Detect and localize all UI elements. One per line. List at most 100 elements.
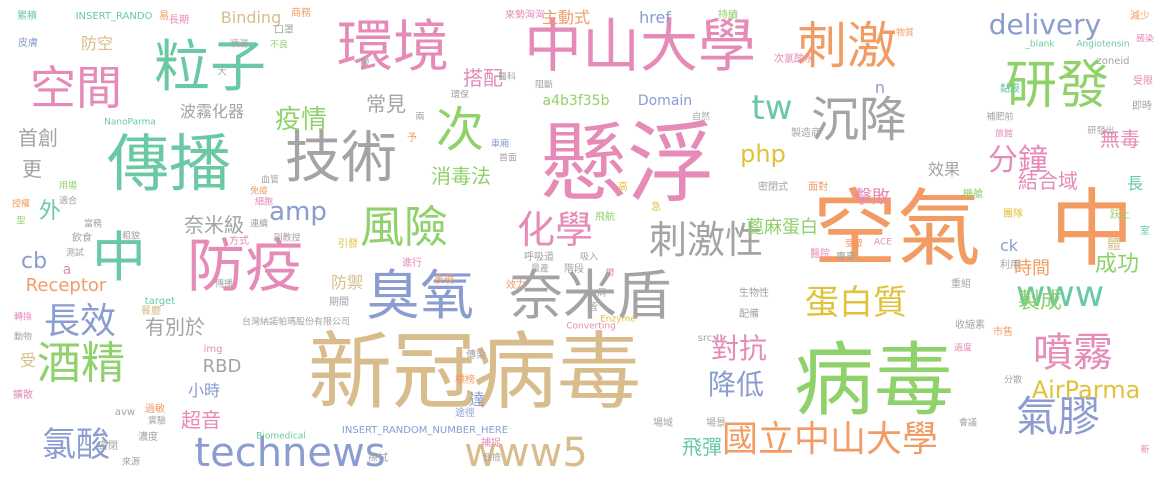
word-cloud-word: 實驗 xyxy=(147,416,167,427)
word-cloud-word: 減少 xyxy=(1130,11,1150,22)
word-cloud-word: 收縮素 xyxy=(955,320,985,331)
word-cloud-word: 長 xyxy=(1126,174,1144,193)
word-cloud-word: 跃上 xyxy=(1110,210,1130,221)
word-cloud-word: 適合 xyxy=(58,196,78,207)
word-cloud-word: ACE xyxy=(874,237,892,248)
word-cloud-word: 予 xyxy=(407,133,417,144)
word-cloud-word: 次氯酸水 xyxy=(774,54,814,65)
word-cloud-word: 傳播 xyxy=(214,279,234,290)
word-cloud-word: 醫院 xyxy=(810,249,830,260)
word-cloud-word: 化學 xyxy=(516,208,594,252)
word-cloud-word: 配備 xyxy=(739,309,759,320)
word-cloud-word: target xyxy=(144,296,176,307)
word-cloud-word: 時間 xyxy=(1014,258,1050,279)
word-cloud-word: Angiotensin xyxy=(1076,39,1130,50)
word-cloud-word: 帶 xyxy=(605,268,615,279)
word-cloud-word: 超音 xyxy=(181,408,221,432)
word-cloud-word: 外 xyxy=(38,199,62,224)
word-cloud-word: INSERT_RANDOM_NUMBER_HERE xyxy=(341,425,509,436)
word-cloud-word: 新 xyxy=(1140,445,1150,456)
word-cloud-word: 面對 xyxy=(808,182,828,193)
word-cloud-word: 飲食 xyxy=(72,233,92,244)
word-cloud-word: 長效 xyxy=(43,301,117,342)
word-cloud-word: 中山大學 xyxy=(523,12,757,80)
word-cloud-word: NanoParma xyxy=(104,117,156,128)
word-cloud-word: img xyxy=(203,344,223,355)
word-cloud-word: 商務 xyxy=(291,8,311,19)
word-cloud-word: 新冠 xyxy=(307,323,477,421)
word-cloud-word: avw xyxy=(114,407,136,418)
word-cloud-word: 分散 xyxy=(1003,375,1023,386)
word-cloud-word: 當務 xyxy=(83,219,103,230)
word-cloud-word: 主動式 xyxy=(541,8,591,27)
word-cloud-word: 受限 xyxy=(1133,76,1153,87)
word-cloud-word: Domain xyxy=(637,93,693,109)
word-cloud-word: 轉換 xyxy=(13,312,33,323)
word-cloud-word: 無毒 xyxy=(1100,127,1140,151)
word-cloud-word: 防疫 xyxy=(186,232,304,300)
word-cloud-word: 血管 xyxy=(260,175,280,186)
word-cloud-word: 方式 xyxy=(229,236,249,247)
word-cloud-word: 皮膚 xyxy=(18,38,38,49)
word-cloud-word: 不良 xyxy=(269,40,289,51)
word-cloud-word: 防禦 xyxy=(330,273,364,292)
word-cloud-word: 阻斷 xyxy=(534,80,554,91)
word-cloud-word: php xyxy=(740,140,786,168)
word-cloud-word: 蓖麻蛋白 xyxy=(746,217,818,238)
word-cloud-word: 結合域 xyxy=(1018,169,1078,193)
word-cloud-word: www xyxy=(1015,274,1105,315)
word-cloud-word: 搭配 xyxy=(463,66,503,90)
word-cloud-word: 室 xyxy=(1140,226,1150,237)
word-cloud-word: 利用 xyxy=(1000,260,1020,271)
word-cloud-word: 標榜 xyxy=(455,375,475,386)
word-cloud-word: 場域 xyxy=(653,418,673,429)
word-cloud-word: 來勢洶洶 xyxy=(505,10,545,21)
word-cloud-word: 首面 xyxy=(498,153,518,164)
word-cloud-word: 重組 xyxy=(951,279,971,290)
word-cloud-word: 空氣 xyxy=(812,180,982,278)
word-cloud-word: 臭氧 xyxy=(366,264,474,327)
word-cloud-word: 疫情 xyxy=(274,105,328,135)
word-cloud-word: 機艙 xyxy=(963,189,983,200)
word-cloud-word: 傳播 xyxy=(106,127,232,200)
word-cloud-word: 場景 xyxy=(706,418,726,429)
word-cloud-word: 密閉式 xyxy=(758,182,788,193)
word-cloud-word: 國立中山大學 xyxy=(721,419,939,460)
word-cloud-word: Biomedical xyxy=(256,431,306,442)
word-cloud-word: 大 xyxy=(217,67,227,78)
word-cloud-word: 環境 xyxy=(337,15,449,80)
word-cloud-word: 對抗 xyxy=(710,332,768,365)
word-cloud-word: 周 xyxy=(597,288,607,299)
word-cloud-word: src xyxy=(697,333,713,344)
word-cloud-word: amp xyxy=(269,197,327,227)
word-cloud-word: 急 xyxy=(651,202,661,213)
word-cloud-word: INSERT_RANDO xyxy=(75,11,153,22)
word-cloud-word: 受眾 xyxy=(844,239,864,250)
word-cloud-word: zoneid xyxy=(1096,56,1130,67)
word-cloud-word: 途徑 xyxy=(455,408,475,419)
word-cloud-word: 吸入 xyxy=(579,252,599,263)
word-cloud-word: 生物性 xyxy=(739,288,769,299)
word-cloud-word: AirParma xyxy=(1031,376,1141,404)
word-cloud-word: 小時 xyxy=(187,381,221,400)
word-cloud-word: 效果 xyxy=(927,160,961,179)
word-cloud-word: www5 xyxy=(464,430,588,476)
word-cloud-word: Binding xyxy=(220,8,282,27)
word-cloud-word: 細胞 xyxy=(254,197,274,208)
word-cloud-word: 感染 xyxy=(1135,34,1155,45)
word-cloud-word: 飛彈 xyxy=(682,435,722,459)
word-cloud-word: 易 xyxy=(159,11,169,22)
word-cloud-word: href xyxy=(639,8,671,27)
word-cloud-word: 密閉 xyxy=(98,441,118,452)
word-cloud-word: 過度 xyxy=(953,343,973,354)
word-cloud-word: 製造商 xyxy=(791,128,821,139)
word-cloud-word: 醫科 xyxy=(497,72,517,83)
word-cloud-word: 動物 xyxy=(13,332,33,343)
word-cloud-word: 沉降 xyxy=(810,92,908,148)
word-cloud-word: 蛋白質 xyxy=(805,283,907,323)
word-cloud-word: 黏膜 xyxy=(1000,84,1020,95)
word-cloud-word: 呼吸道 xyxy=(524,252,554,263)
word-cloud-word: 研發 xyxy=(1004,56,1110,116)
word-cloud-word: 奈米級 xyxy=(184,213,244,237)
